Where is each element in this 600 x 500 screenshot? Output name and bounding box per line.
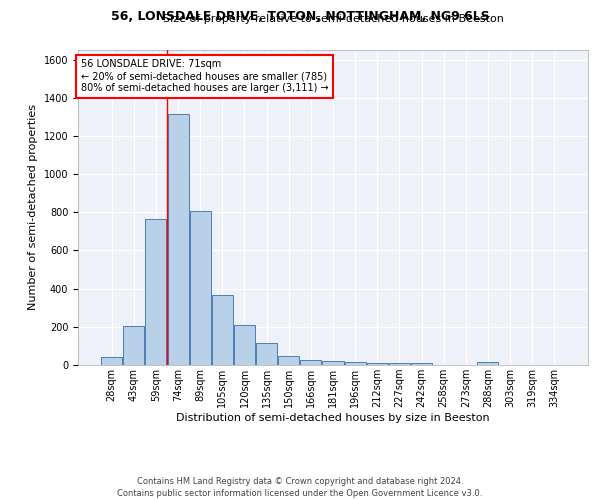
- Bar: [367, 362, 388, 365]
- Text: Contains HM Land Registry data © Crown copyright and database right 2024.
Contai: Contains HM Land Registry data © Crown c…: [118, 476, 482, 498]
- Bar: [301, 360, 322, 365]
- Bar: [124, 326, 145, 365]
- Text: 56 LONSDALE DRIVE: 71sqm
← 20% of semi-detached houses are smaller (785)
80% of : 56 LONSDALE DRIVE: 71sqm ← 20% of semi-d…: [80, 60, 328, 92]
- Bar: [478, 362, 499, 365]
- Title: Size of property relative to semi-detached houses in Beeston: Size of property relative to semi-detach…: [163, 14, 503, 24]
- Bar: [167, 114, 188, 365]
- Y-axis label: Number of semi-detached properties: Number of semi-detached properties: [28, 104, 38, 310]
- Bar: [190, 212, 211, 365]
- Bar: [234, 325, 255, 365]
- Bar: [411, 364, 432, 365]
- Bar: [389, 363, 410, 365]
- X-axis label: Distribution of semi-detached houses by size in Beeston: Distribution of semi-detached houses by …: [176, 413, 490, 423]
- Bar: [212, 296, 233, 365]
- Bar: [322, 361, 344, 365]
- Bar: [344, 362, 365, 365]
- Bar: [278, 356, 299, 365]
- Bar: [145, 219, 166, 365]
- Bar: [256, 343, 277, 365]
- Bar: [101, 358, 122, 365]
- Text: 56, LONSDALE DRIVE, TOTON, NOTTINGHAM, NG9 6LS: 56, LONSDALE DRIVE, TOTON, NOTTINGHAM, N…: [110, 10, 490, 23]
